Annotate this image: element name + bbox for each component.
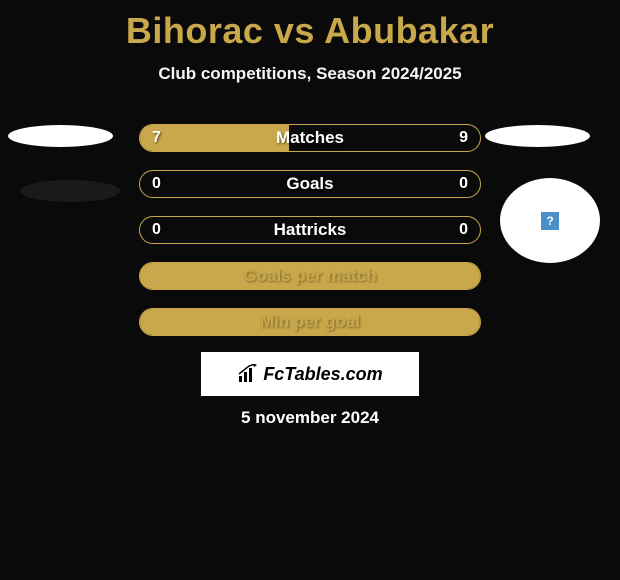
comparison-title: Bihorac vs Abubakar [0,0,620,52]
stat-value-right: 0 [459,217,468,243]
player-right-avatar: ? [500,178,600,263]
stat-label: Hattricks [140,217,480,243]
stats-container: 7 Matches 9 0 Goals 0 0 Hattricks 0 Goal… [139,124,481,354]
stat-value-right: 9 [459,125,468,151]
player-left-ellipse [8,125,113,147]
chart-icon [237,364,261,384]
help-icon: ? [541,212,559,230]
comparison-subtitle: Club competitions, Season 2024/2025 [0,64,620,84]
player-right-ellipse [485,125,590,147]
stat-value-right: 0 [459,171,468,197]
stat-row-goals-per-match: Goals per match [139,262,481,290]
stat-label: Goals [140,171,480,197]
logo-label: FcTables.com [263,364,382,385]
date-text: 5 november 2024 [0,408,620,428]
stat-row-goals: 0 Goals 0 [139,170,481,198]
stat-label: Min per goal [140,309,480,335]
player-left-shadow [20,180,120,202]
stat-row-matches: 7 Matches 9 [139,124,481,152]
logo-text: FcTables.com [237,364,382,385]
stat-row-hattricks: 0 Hattricks 0 [139,216,481,244]
stat-label: Matches [140,125,480,151]
stat-label: Goals per match [140,263,480,289]
logo-box: FcTables.com [201,352,419,396]
stat-row-min-per-goal: Min per goal [139,308,481,336]
